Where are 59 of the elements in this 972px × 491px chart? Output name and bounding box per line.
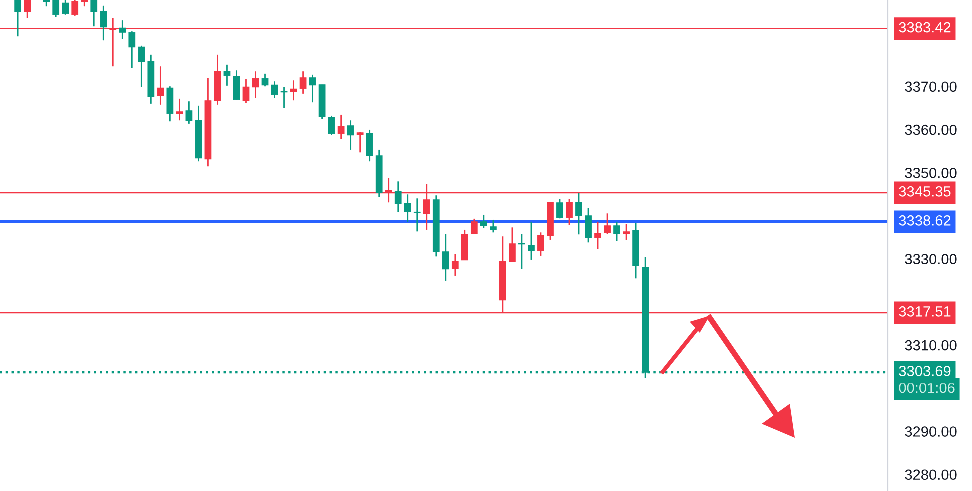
y-tick-label: 3280.00 bbox=[905, 470, 957, 480]
candlestick bbox=[138, 45, 146, 88]
candlestick bbox=[328, 115, 336, 136]
y-tick-label: 3370.00 bbox=[905, 82, 957, 92]
candlestick bbox=[614, 221, 620, 242]
candlestick bbox=[24, 0, 32, 19]
candlestick bbox=[224, 64, 231, 87]
candlestick bbox=[404, 194, 412, 223]
candlestick bbox=[394, 180, 402, 213]
candlestick bbox=[271, 80, 278, 99]
text: 00:01:06 bbox=[899, 382, 955, 394]
y-tick-label: 3360.00 bbox=[905, 124, 957, 136]
y-tick-label: 3310.00 bbox=[905, 340, 957, 351]
candlestick bbox=[290, 80, 298, 102]
candlestick bbox=[509, 226, 516, 262]
candlestick bbox=[538, 232, 544, 257]
candlestick bbox=[556, 198, 564, 220]
candlestick bbox=[309, 74, 316, 104]
candlestick bbox=[366, 129, 374, 162]
candlestick bbox=[128, 30, 136, 69]
candlestick bbox=[62, 0, 70, 16]
candlestick bbox=[414, 198, 421, 232]
ref-line-label: 3383.42 bbox=[899, 22, 951, 33]
candlestick bbox=[623, 223, 630, 241]
candlestick bbox=[490, 219, 497, 234]
candlestick bbox=[576, 192, 582, 236]
ref-line-label: 3303.69 bbox=[899, 366, 951, 376]
candlestick bbox=[14, 0, 22, 38]
candlestick bbox=[347, 120, 354, 151]
candlestick bbox=[186, 100, 193, 125]
ref-line-label: 3345.35 bbox=[899, 186, 951, 197]
candlestick bbox=[452, 253, 459, 277]
candlestick bbox=[233, 70, 240, 101]
candlestick bbox=[470, 218, 478, 235]
y-tick-label: 3330.00 bbox=[905, 254, 957, 265]
candlestick bbox=[528, 221, 535, 261]
ref-line-label: 3317.51 bbox=[899, 306, 951, 317]
ref-line-label: 3338.62 bbox=[899, 216, 951, 226]
y-tick-label: 3290.00 bbox=[905, 426, 957, 437]
candlestick bbox=[480, 214, 488, 229]
candlestick bbox=[585, 208, 592, 244]
candlestick bbox=[52, 0, 60, 18]
candlestick bbox=[604, 212, 611, 235]
candlestick bbox=[356, 132, 364, 154]
candlestick bbox=[119, 20, 126, 40]
y-tick-label: 3350.00 bbox=[905, 168, 957, 178]
candlestick bbox=[442, 234, 450, 282]
candlestick bbox=[242, 78, 250, 104]
candlestick bbox=[594, 221, 602, 250]
candlestick bbox=[176, 98, 184, 122]
candlestick bbox=[90, 0, 98, 28]
candlestick bbox=[300, 70, 307, 95]
candlestick bbox=[338, 114, 345, 140]
candlestick bbox=[72, 0, 79, 17]
candlestick bbox=[252, 70, 260, 99]
candlestick bbox=[566, 198, 573, 226]
candlestick bbox=[262, 73, 269, 88]
candlestick bbox=[100, 5, 108, 42]
candlestick bbox=[157, 66, 164, 106]
